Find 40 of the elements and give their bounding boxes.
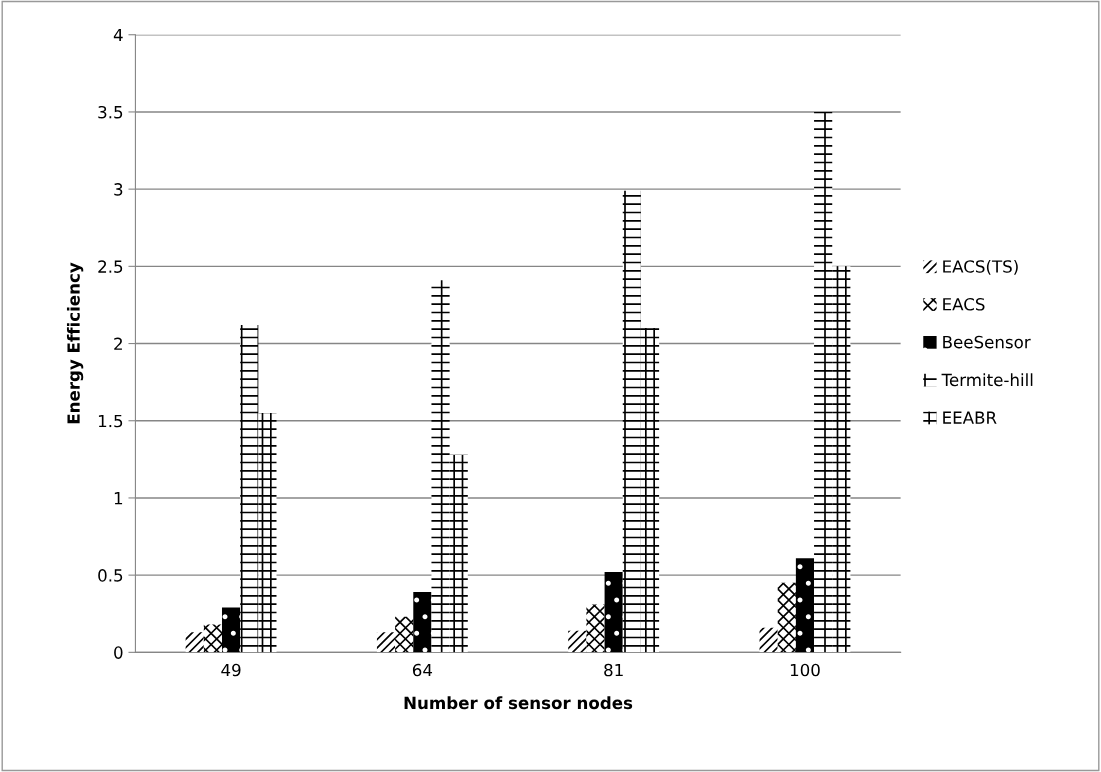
x-tick-label: 81 [604,663,623,677]
bar [832,266,851,653]
x-tick-label: 64 [412,663,433,677]
legend-label: Termite-hill [941,373,1033,387]
x-tick-label: 49 [221,663,241,677]
legend-label: EEABR [943,411,997,424]
x-tick-label: 100 [790,663,820,677]
bar [258,413,277,653]
y-axis-title: Energy Efficiency [66,262,84,424]
bar [431,280,450,653]
bar [221,607,241,653]
x-axis-title: Number of sensor nodes [404,696,633,710]
y-tick-label: 1.5 [98,414,123,428]
bar [568,630,587,653]
y-tick-label: 1 [114,492,123,505]
bar [376,632,396,653]
bar [759,627,778,653]
bar [185,632,204,653]
bar [395,616,414,653]
bar [604,572,623,653]
y-tick-label: 2 [114,337,122,350]
y-tick-label: 3 [114,183,123,196]
y-tick-label: 0 [114,646,123,659]
bar [795,558,815,653]
legend-label: BeeSensor [943,335,1031,349]
y-tick-label: 0.5 [98,569,123,582]
bar [814,111,833,653]
legend-label: EACS(TS) [943,259,1018,275]
bar [640,328,660,653]
bar [240,325,259,653]
y-tick-label: 2.5 [98,260,123,273]
bar [622,190,641,653]
bar [203,624,222,653]
y-tick-label: 3.5 [98,105,123,119]
bar [449,454,468,653]
legend-label: EACS [943,297,985,311]
bar [586,604,605,653]
y-tick-label: 4 [113,28,123,42]
bar [777,582,796,653]
bar [413,592,432,653]
